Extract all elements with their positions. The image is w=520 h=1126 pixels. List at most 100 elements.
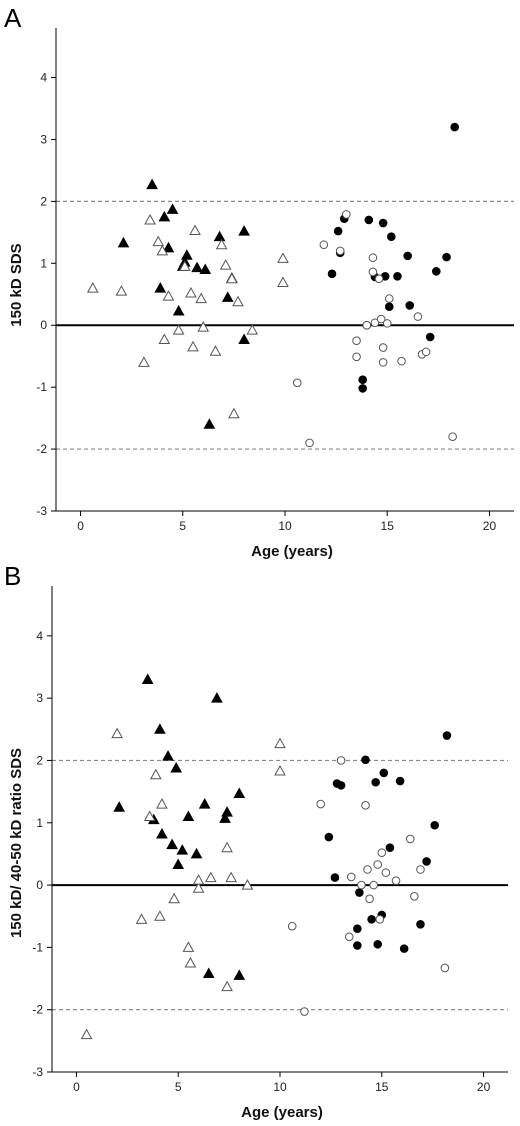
panel-b-y-tick-label: -1 (32, 940, 43, 954)
panel-b-filled-circle-point (355, 888, 364, 897)
panel-b-x-tick-label: 0 (73, 1080, 80, 1094)
panel-a-filled-triangle-point (221, 291, 234, 302)
panel-b-open-triangle-point (111, 727, 123, 739)
panel-a-open-circle-point (305, 438, 314, 448)
panel-a-open-circle-point (362, 320, 372, 330)
panel-a-open-triangle-point (187, 340, 199, 352)
panel-b-open-triangle-point (182, 941, 195, 952)
panel-b-open-circle-point (346, 872, 356, 882)
panel-a-y-tick-label: -2 (36, 442, 47, 456)
panel-b-x-tick-label: 5 (175, 1080, 182, 1094)
panel-b-open-triangle-point (274, 737, 286, 749)
panel-b-open-triangle-point (192, 882, 205, 893)
panel-b-filled-triangle-point (221, 806, 233, 817)
panel-a-x-tick-label: 20 (483, 519, 497, 533)
panel-a-open-triangle-point (209, 345, 222, 356)
panel-b-filled-circle-point (371, 777, 380, 787)
panel-a-open-circle-point (352, 352, 361, 362)
panel-a-y-tick-label: 4 (40, 71, 47, 85)
panel-a-plot-area: -3 -2 -1 0 1 2 3 4 0 5 10 15 20 (36, 28, 514, 533)
panel-b-filled-circle-point (353, 941, 362, 950)
panel-b-x-tick-label: 10 (273, 1080, 287, 1094)
panel-a-filled-triangle-point (117, 236, 130, 248)
panel-b-filled-triangle-point (202, 967, 215, 979)
panel-a-open-circle-point (378, 358, 388, 367)
panel-b-filled-triangle-point (219, 812, 231, 823)
panel-a-filled-triangle-point (181, 249, 193, 260)
panel-b-filled-circle-point (385, 843, 395, 852)
panel-b-filled-circle-point (367, 915, 376, 924)
panel-b-open-triangle-point (156, 798, 168, 809)
panel-b-y-tick-label: 4 (36, 629, 43, 643)
panel-a-open-triangle-point (225, 272, 238, 284)
panel-a-y-tick-label: 2 (40, 194, 47, 208)
panel-a: A Age (years) 150 kD SDS -3 -2 -1 0 1 2 3 4 0 5 10… (4, 3, 514, 560)
panel-a-open-triangle-point (138, 356, 150, 367)
panel-b-filled-triangle-point (182, 810, 195, 822)
panel-a-open-triangle-point (178, 260, 191, 271)
panel-b-open-triangle-point (154, 910, 166, 921)
panel-b-open-triangle-point (184, 956, 197, 968)
panel-a-open-triangle-point (195, 292, 208, 304)
panel-b-filled-circle-point (373, 939, 383, 949)
panel-b-y-tick-label: 1 (36, 816, 43, 830)
panel-a-open-triangle-point (277, 252, 289, 263)
panel-b-filled-circle-point (430, 820, 440, 830)
panel-b-open-circle-point (375, 915, 385, 924)
panel-b-filled-triangle-point (233, 787, 246, 798)
panel-a-open-triangle-point (162, 290, 175, 301)
panel-a-filled-circle-point (358, 375, 367, 385)
panel-b-filled-circle-point (379, 768, 389, 778)
panel-b-open-circle-point (391, 876, 401, 886)
panel-a-filled-triangle-point (146, 178, 158, 190)
panel-b-y-tick-label: 2 (36, 753, 43, 767)
panel-b-y-tick-label: 0 (36, 878, 43, 892)
panel-b-plot-area: -3 -2 -1 0 1 2 3 4 0 5 10 15 20 (32, 586, 508, 1094)
panel-a-letter: A (4, 3, 22, 33)
panel-a-x-tick-label: 15 (381, 519, 395, 533)
panel-b-open-circle-point (440, 963, 450, 973)
panel-b-open-triangle-point (168, 892, 180, 904)
panel-b-filled-circle-point (395, 776, 405, 786)
panel-b-y-tick-label: 3 (36, 691, 43, 705)
panel-a-open-triangle-point (115, 285, 128, 296)
panel-b-open-triangle-point (143, 810, 156, 822)
panel-b-open-circle-point (357, 880, 366, 890)
panel-b-filled-triangle-point (170, 761, 183, 773)
panel-b-open-circle-point (381, 868, 391, 877)
panel-a-filled-circle-point (405, 301, 415, 310)
panel-a-filled-circle-point (378, 218, 388, 228)
panel-a-open-circle-point (376, 314, 386, 324)
panel-a-open-circle-point (368, 253, 378, 263)
panel-b-open-circle-point (363, 865, 372, 874)
panel-a-filled-circle-point (425, 332, 435, 342)
panel-b-filled-triangle-point (190, 847, 203, 859)
panel-b-filled-triangle-point (233, 969, 246, 980)
panel-a-y-tick-label: 0 (40, 318, 47, 332)
panel-a-filled-circle-point (358, 384, 367, 393)
panel-b-open-triangle-point (80, 1028, 93, 1040)
panel-b-filled-circle-point (399, 944, 409, 953)
panel-b-filled-circle-point (353, 924, 362, 933)
panel-a-open-triangle-point (152, 235, 165, 247)
panel-a-open-triangle-point (158, 333, 171, 344)
panel-b-filled-triangle-point (166, 838, 178, 850)
panel-b-filled-circle-point (336, 781, 346, 790)
panel-a-y-tick-label: -3 (36, 504, 47, 518)
panel-a-open-circle-point (292, 378, 302, 388)
panel-a-filled-triangle-point (158, 210, 171, 222)
panel-a-filled-triangle-point (238, 333, 250, 344)
panel-b-filled-circle-point (330, 873, 340, 882)
panel-a-x-axis-title: Age (years) (251, 543, 333, 560)
panel-a-filled-circle-point (393, 272, 402, 281)
panel-b-filled-circle-point (422, 857, 431, 866)
panel-b-open-triangle-point (135, 913, 148, 924)
panel-a-y-tick-label: 1 (40, 256, 47, 270)
panel-a-open-triangle-point (246, 324, 259, 335)
panel-b-filled-circle-point (361, 755, 370, 765)
panel-b-y-axis-title: 150 kD/ 40-50 kD ratio SDS (8, 748, 25, 938)
panel-a-x-tick-label: 5 (179, 519, 186, 533)
panel-a-filled-circle-point (442, 252, 451, 262)
panel-b-open-triangle-point (221, 841, 233, 853)
